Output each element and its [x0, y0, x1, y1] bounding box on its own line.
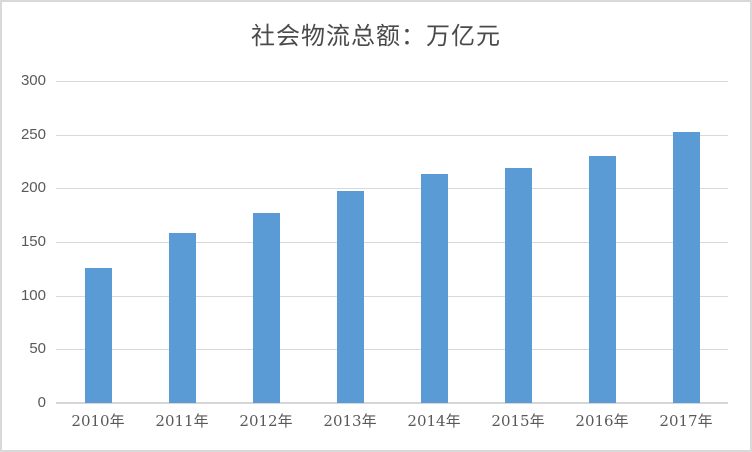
x-axis-tick-label: 2014年 — [407, 412, 461, 430]
y-axis-tick-label: 0 — [37, 394, 46, 411]
y-axis-tick-label: 100 — [20, 286, 46, 304]
bar-2014年 — [421, 174, 448, 403]
y-axis-tick-label: 150 — [20, 233, 46, 250]
bar-2017年 — [673, 132, 700, 403]
gridline — [56, 295, 728, 297]
bar-2011年 — [169, 233, 196, 403]
gridline — [56, 349, 728, 351]
plot-area — [56, 81, 728, 404]
x-axis-tick-label: 2015年 — [491, 412, 545, 430]
gridline — [56, 242, 728, 243]
y-axis-tick-label: 250 — [20, 125, 46, 143]
y-axis-tick-label: 300 — [20, 72, 46, 89]
bar-2010年 — [85, 268, 112, 403]
gridline — [56, 134, 728, 136]
x-axis-tick-label: 2013年 — [323, 412, 377, 430]
bar-2012年 — [253, 213, 280, 403]
x-axis-line — [56, 402, 728, 404]
x-axis-tick-label: 2012年 — [239, 412, 293, 430]
x-axis-tick-label: 2016年 — [575, 412, 629, 430]
x-axis-tick-label: 2017年 — [659, 412, 713, 430]
gridline — [56, 81, 728, 82]
gridline — [56, 188, 728, 190]
bar-2013年 — [337, 191, 364, 403]
bar-2016年 — [589, 156, 616, 403]
x-axis-tick-label: 2010年 — [71, 412, 125, 430]
y-axis-tick-label: 200 — [20, 179, 46, 197]
bar-2015年 — [505, 168, 532, 403]
chart-title: 社会物流总额：万亿元 — [251, 22, 501, 50]
y-axis-tick-label: 50 — [29, 340, 46, 358]
x-axis-tick-label: 2011年 — [155, 412, 209, 430]
